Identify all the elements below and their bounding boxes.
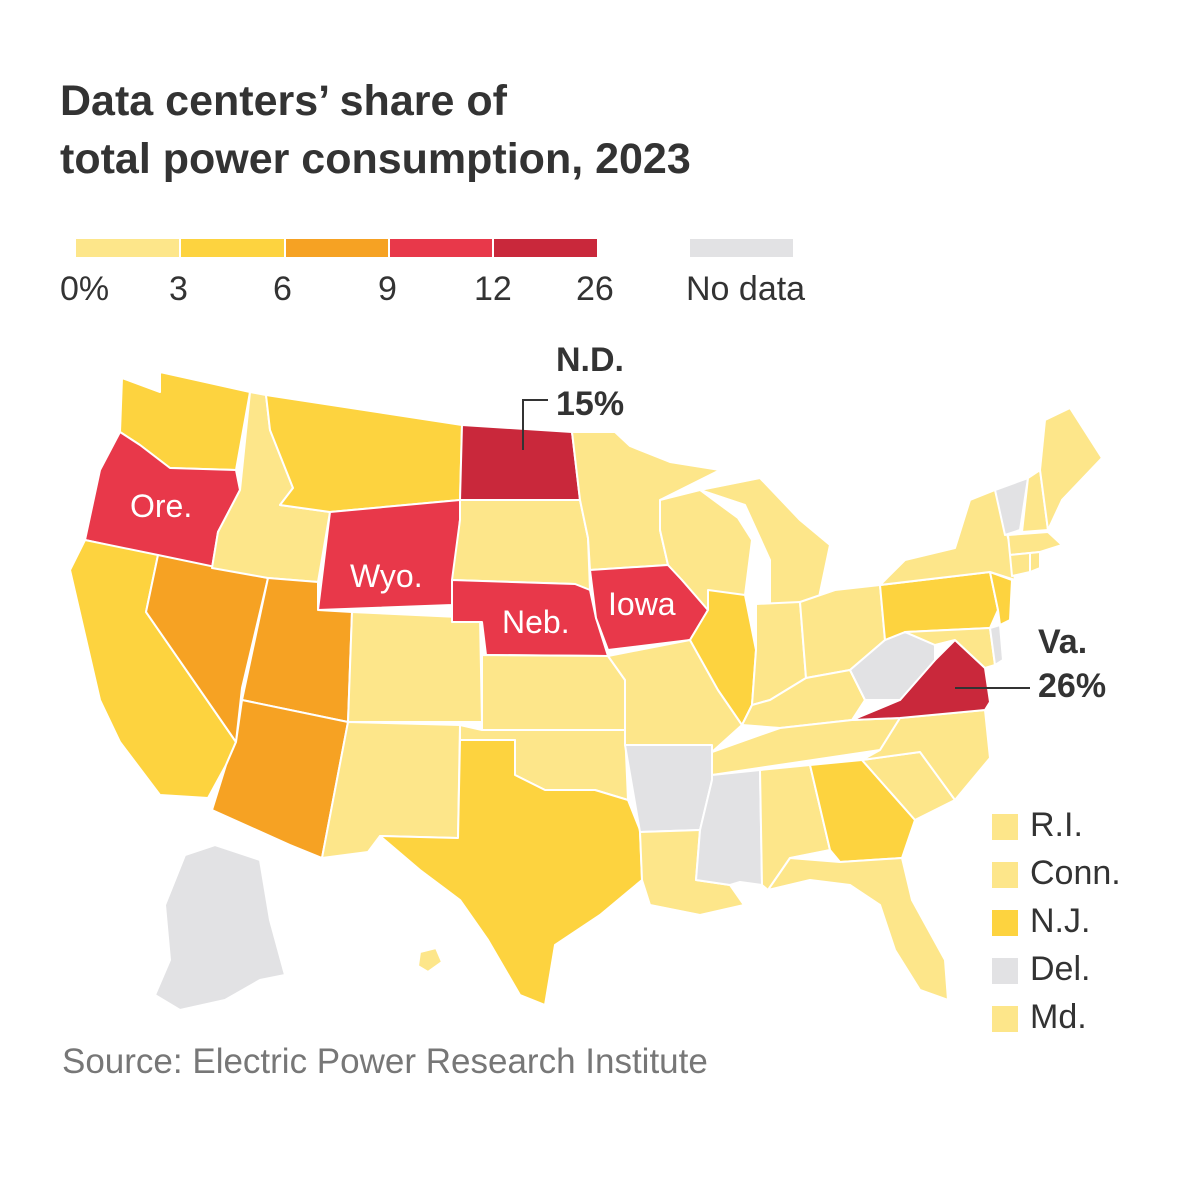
label-iowa: Iowa [608,586,676,622]
state-north-dakota [459,424,581,501]
state-rhode-island [1029,551,1041,573]
nd-leader-line [522,399,548,450]
legend-tick-12: 12 [474,270,512,308]
va-callout-value: 26% [1038,667,1107,705]
small-state-del-label: Del. [1030,950,1091,988]
va-callout: Va. 26% [1038,620,1106,708]
source-note: Source: Electric Power Research Institut… [62,1042,708,1081]
nd-callout: N.D. 15% [556,338,624,426]
small-state-md-label: Md. [1030,998,1087,1036]
label-nebraska: Neb. [502,604,570,640]
state-arkansas [624,744,713,833]
legend-tick-6: 6 [273,270,292,308]
legend-no-data-label: No data [686,270,806,308]
legend-tick-26: 26 [576,270,614,308]
state-south-dakota [451,499,591,591]
small-state-ri-swatch [992,814,1018,840]
legend-tick-0: 0% [60,270,110,308]
label-wyoming: Wyo. [350,558,423,594]
state-delaware [989,624,1004,666]
chart-title: Data centers’ share of total power consu… [60,72,860,188]
state-texas [379,739,643,1006]
nd-callout-name: N.D. [556,341,624,379]
small-state-del-swatch [992,958,1018,984]
state-hawaii [417,947,443,973]
legend-tick-3: 3 [169,270,188,308]
title-line-2: total power consumption, 2023 [60,135,691,183]
state-massachusetts [1007,531,1063,556]
small-state-md-swatch [992,1006,1018,1032]
legend-bin-no-data [690,239,793,257]
small-state-ri-label: R.I. [1030,806,1083,844]
state-montana [265,394,463,513]
small-state-nj-swatch [992,910,1018,936]
small-state-nj-label: N.J. [1030,902,1091,940]
legend-bin-9-12 [390,239,492,257]
legend-bin-12-26 [494,239,597,257]
legend-bin-3-6 [181,239,284,257]
state-florida [767,857,949,1001]
nd-callout-value: 15% [556,385,625,423]
state-alaska [154,844,286,1011]
state-kansas [481,654,626,731]
state-connecticut [1009,552,1031,577]
label-oregon: Ore. [130,488,193,524]
state-vermont [994,477,1029,536]
state-colorado [347,611,483,723]
state-new-york [879,489,1016,586]
va-callout-name: Va. [1038,623,1088,661]
legend-bin-0-3 [76,239,179,257]
small-state-conn-label: Conn. [1030,854,1121,892]
title-line-1: Data centers’ share of [60,77,507,125]
small-state-conn-swatch [992,862,1018,888]
legend-tick-9: 9 [378,270,397,308]
state-maine [1039,407,1103,531]
legend-bin-6-9 [286,239,388,257]
